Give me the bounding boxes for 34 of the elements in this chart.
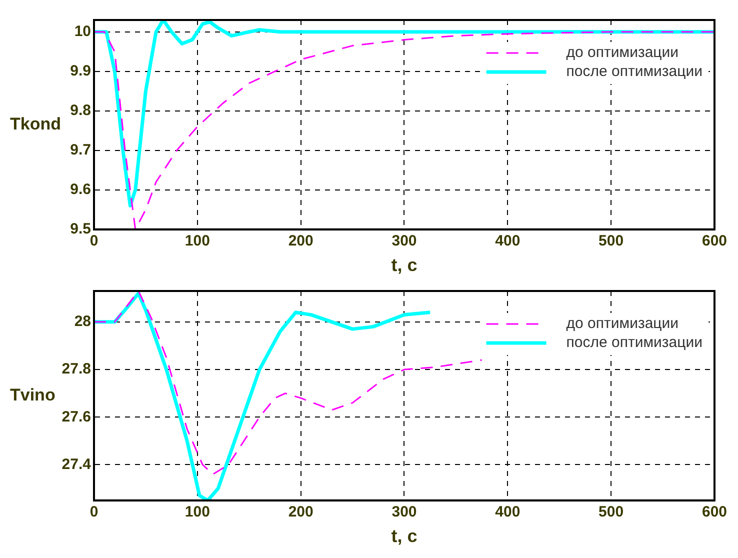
y-tick-label: 9.8: [70, 102, 91, 120]
line-series: [94, 291, 483, 475]
x-tick-label: 500: [598, 232, 624, 250]
x-tick-label: 400: [495, 232, 520, 250]
x-tick-label: 200: [288, 504, 314, 521]
x-tick-label: 0: [90, 504, 98, 521]
y-tick-label: 10: [74, 22, 91, 40]
y-tick-label: 9.9: [70, 62, 91, 80]
x-tick-label: 500: [598, 504, 624, 521]
x-tick-label: 400: [495, 504, 520, 521]
y-axis-title: Tkond: [10, 114, 61, 134]
legend-label: после оптимизации: [566, 63, 702, 80]
legend-label: до оптимизации: [566, 315, 679, 332]
x-tick-label: 300: [392, 504, 417, 521]
y-tick-label: 27.4: [62, 456, 92, 473]
x-axis-title: t, с: [391, 255, 418, 276]
x-tick-label: 100: [184, 504, 210, 521]
x-axis-title: t, с: [391, 526, 418, 546]
y-tick-label: 9.6: [70, 181, 91, 198]
y-tick-label: 27.8: [62, 360, 91, 378]
y-axis-title: Tvino: [10, 385, 56, 404]
y-tick-label: 27.6: [62, 408, 91, 426]
legend-label: до оптимизации: [566, 44, 679, 62]
x-tick-label: 100: [184, 232, 210, 250]
x-tick-label: 300: [392, 232, 417, 250]
x-tick-label: 600: [702, 232, 727, 250]
y-tick-label: 9.5: [70, 220, 91, 238]
x-tick-label: 0: [90, 232, 98, 250]
y-tick-label: 28: [74, 313, 91, 330]
x-tick-label: 200: [288, 232, 314, 250]
x-tick-label: 600: [702, 504, 727, 521]
line-series: [94, 31, 714, 230]
y-tick-label: 9.7: [70, 142, 91, 159]
legend-label: после оптимизации: [566, 334, 702, 352]
